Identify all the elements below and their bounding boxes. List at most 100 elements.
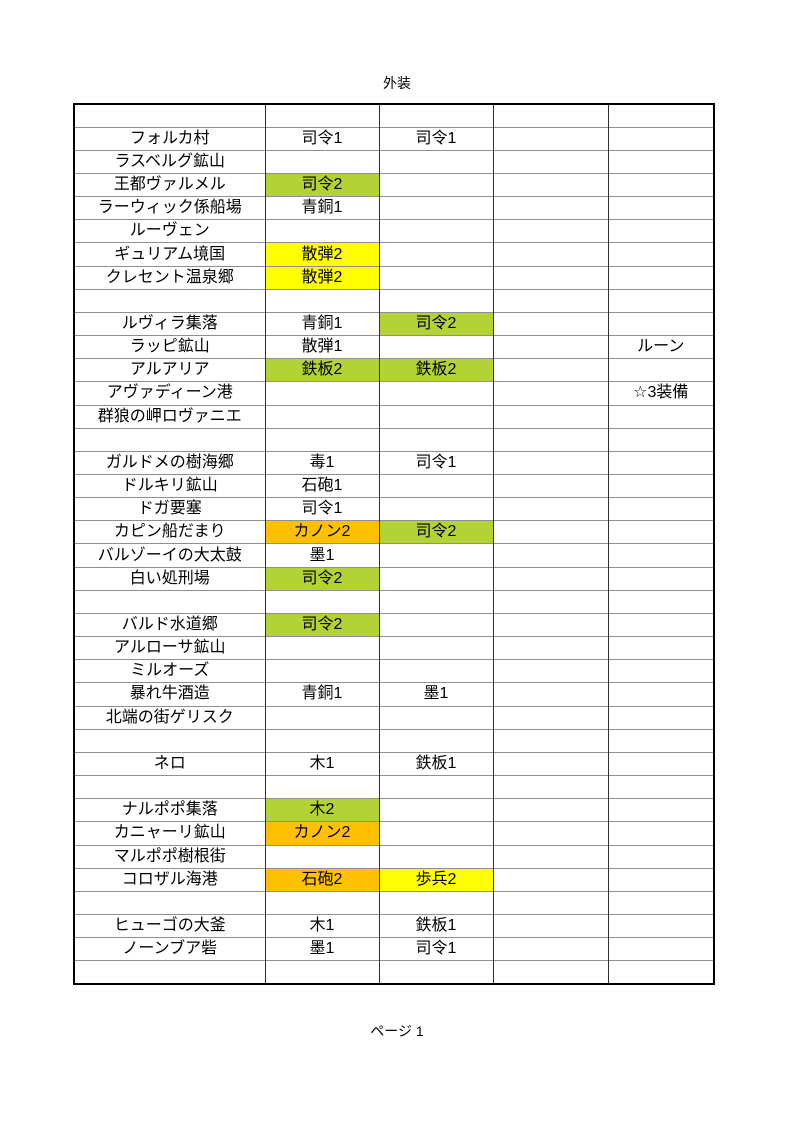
equipment-cell [378, 960, 493, 984]
equipment-cell [607, 913, 714, 938]
equipment-cell [378, 242, 493, 267]
table-row: ルーヴェン [73, 219, 714, 243]
equipment-cell [378, 589, 493, 614]
equipment-cell: 鉄板2 [378, 358, 493, 382]
location-cell: クレセント温泉郷 [73, 265, 265, 290]
equipment-cell [378, 265, 493, 290]
equipment-cell: 青銅1 [264, 682, 379, 707]
location-cell: 王都ヴァルメル [73, 172, 265, 197]
location-cell: ヒューゴの大釜 [73, 913, 265, 938]
equipment-cell [264, 844, 379, 869]
equipment-cell [492, 149, 608, 174]
equipment-cell [492, 937, 608, 961]
table-row: 白い処刑場 司令2 [73, 566, 714, 591]
equipment-cell [607, 103, 714, 128]
equipment-cell [378, 890, 493, 915]
equipment-cell [607, 358, 714, 382]
equipment-cell [264, 288, 379, 313]
equipment-cell: 木1 [264, 751, 379, 776]
location-cell [73, 427, 265, 452]
location-cell: ドルキリ鉱山 [73, 473, 265, 498]
equipment-cell [607, 775, 714, 799]
equipment-cell [607, 636, 714, 660]
equipment-cell [492, 473, 608, 498]
equipment-cell: カノン2 [264, 520, 379, 544]
equipment-cell [378, 288, 493, 313]
table-row [73, 288, 714, 313]
equipment-cell [607, 219, 714, 243]
equipment-cell [492, 242, 608, 267]
equipment-cell [607, 937, 714, 961]
equipment-cell [492, 798, 608, 822]
equipment-cell [492, 126, 608, 151]
equipment-cell [607, 867, 714, 892]
table-row: ガルドメの樹海郷 毒1 司令1 [73, 450, 714, 475]
location-cell: ルヴィラ集落 [73, 311, 265, 336]
location-cell: 北端の街ゲリスク [73, 705, 265, 730]
equipment-cell [378, 612, 493, 637]
table-row: ノーンブア砦 墨1 司令1 [73, 937, 714, 961]
equipment-cell [607, 798, 714, 822]
table-row [73, 775, 714, 799]
equipment-cell [492, 543, 608, 568]
location-cell: コロザル海港 [73, 867, 265, 892]
table-row: アヴァディーン港 ☆3装備 [73, 381, 714, 406]
equipment-cell [492, 636, 608, 660]
location-cell: ドガ要塞 [73, 497, 265, 521]
equipment-cell [607, 705, 714, 730]
location-cell: 暴れ牛酒造 [73, 682, 265, 707]
location-cell [73, 103, 265, 128]
equipment-cell [607, 751, 714, 776]
location-cell: ガルドメの樹海郷 [73, 450, 265, 475]
equipment-cell [607, 126, 714, 151]
equipment-cell [378, 775, 493, 799]
equipment-cell [264, 427, 379, 452]
location-cell: カニャーリ鉱山 [73, 821, 265, 845]
equipment-cell [607, 196, 714, 220]
equipment-cell: 司令2 [378, 520, 493, 544]
location-cell: バルド水道郷 [73, 612, 265, 637]
table-row: ラスベルグ鉱山 [73, 149, 714, 174]
table-row [73, 890, 714, 915]
equipment-cell: 墨1 [264, 937, 379, 961]
equipment-cell [607, 265, 714, 290]
equipment-cell: 墨1 [264, 543, 379, 568]
equipment-cell [492, 288, 608, 313]
equipment-cell [264, 219, 379, 243]
table-row: ドガ要塞 司令1 [73, 497, 714, 521]
equipment-cell [492, 196, 608, 220]
equipment-cell: 司令2 [264, 566, 379, 591]
equipment-cell [492, 497, 608, 521]
equipment-cell [607, 520, 714, 544]
equipment-cell [492, 867, 608, 892]
equipment-cell [607, 288, 714, 313]
table-row [73, 960, 714, 984]
equipment-cell [378, 636, 493, 660]
location-cell: 群狼の岬ロヴァニエ [73, 404, 265, 429]
equipment-cell [264, 149, 379, 174]
equipment-cell [264, 960, 379, 984]
table-row: バルド水道郷 司令2 [73, 612, 714, 637]
equipment-cell [492, 450, 608, 475]
table-row: ラーウィック係船場 青銅1 [73, 196, 714, 220]
location-cell: ナルポポ集落 [73, 798, 265, 822]
location-cell: ラーウィック係船場 [73, 196, 265, 220]
equipment-cell [378, 728, 493, 753]
location-cell: アヴァディーン港 [73, 381, 265, 406]
equipment-cell [607, 659, 714, 683]
equipment-cell [378, 335, 493, 359]
equipment-cell [492, 335, 608, 359]
table-row: ミルオーズ [73, 659, 714, 683]
equipment-cell [378, 566, 493, 591]
equipment-cell [492, 381, 608, 406]
equipment-cell [607, 566, 714, 591]
equipment-cell: 散弾2 [264, 265, 379, 290]
equipment-cell: 司令1 [378, 126, 493, 151]
equipment-cell [607, 450, 714, 475]
location-cell: マルポポ樹根街 [73, 844, 265, 869]
equipment-cell: 木1 [264, 913, 379, 938]
equipment-cell [607, 149, 714, 174]
equipment-cell: 青銅1 [264, 311, 379, 336]
equipment-cell: 司令2 [264, 612, 379, 637]
equipment-cell [264, 636, 379, 660]
